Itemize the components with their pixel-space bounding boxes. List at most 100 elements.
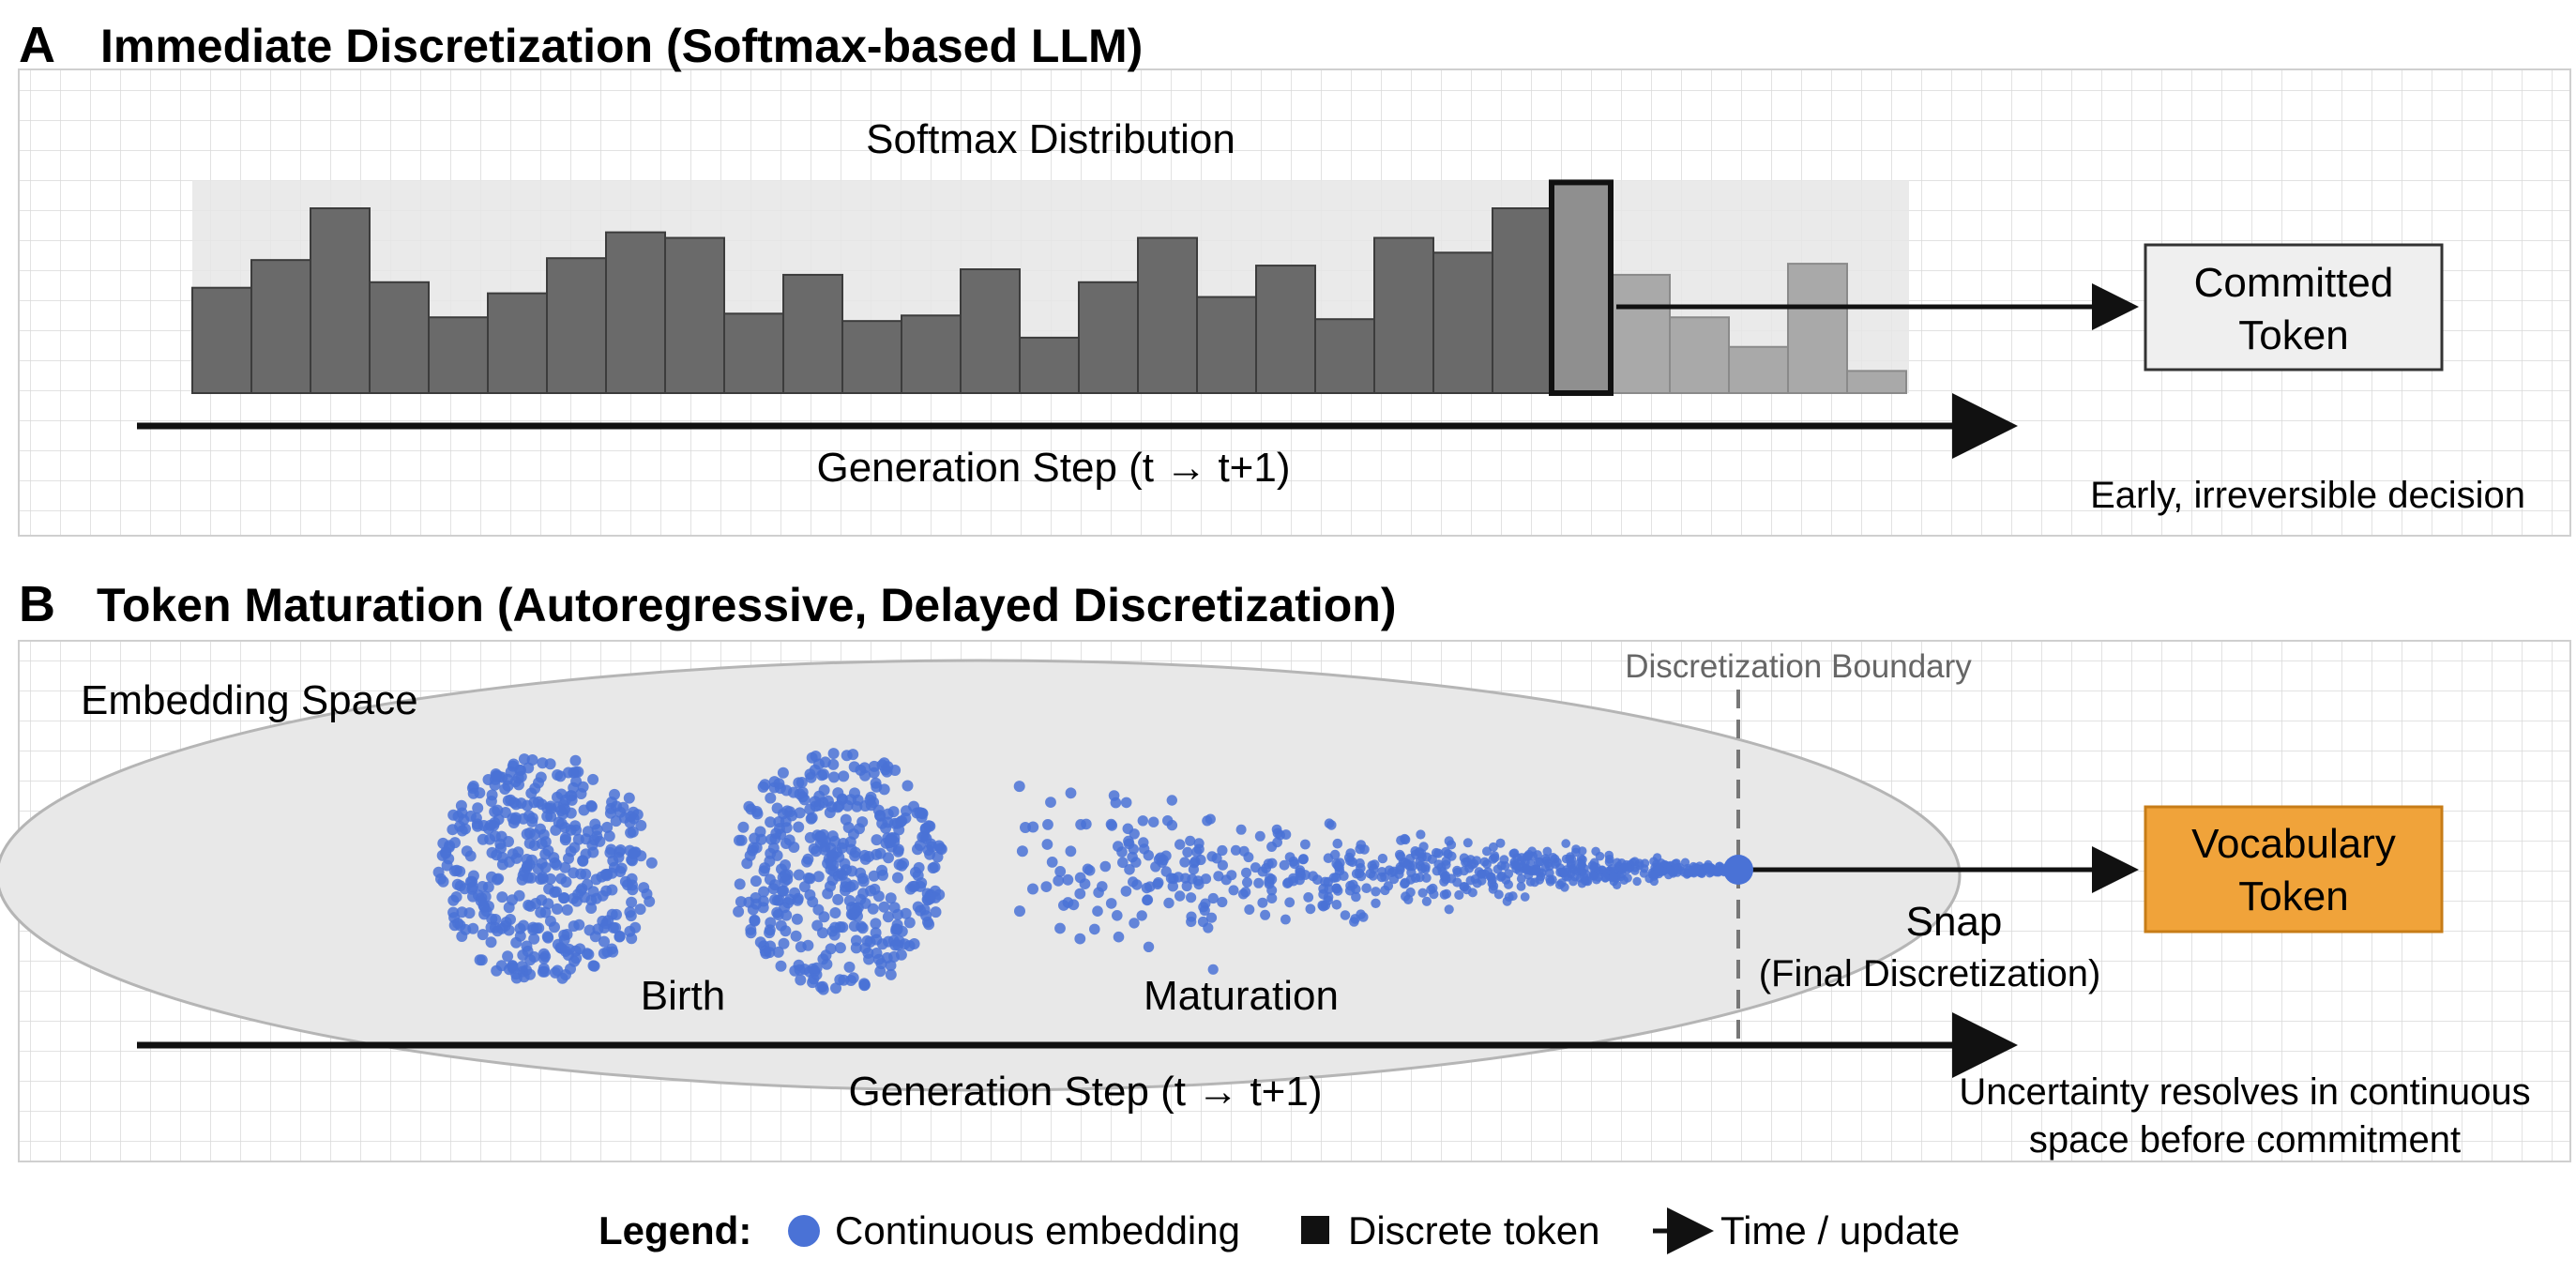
- embedding-dot: [916, 807, 928, 819]
- maturation-label: Maturation: [1144, 973, 1339, 1019]
- embedding-dot: [1339, 871, 1349, 881]
- embedding-dot: [1182, 846, 1193, 858]
- embedding-dot: [1570, 872, 1580, 882]
- embedding-dot: [559, 832, 571, 844]
- panel-b-axis-label: Generation Step (t → t+1): [848, 1069, 1322, 1115]
- embedding-dot: [796, 791, 809, 803]
- embedding-dot: [1260, 909, 1271, 920]
- panel-a-caption: Early, irreversible decision: [2090, 475, 2525, 516]
- embedding-dot: [1186, 892, 1197, 903]
- embedding-dot: [1361, 883, 1371, 893]
- embedding-dot: [1525, 877, 1536, 887]
- embedding-dot: [611, 908, 622, 920]
- embedding-dot: [1230, 844, 1241, 856]
- embedding-dot: [528, 840, 540, 851]
- embedding-dot: [448, 912, 461, 924]
- embedding-dot: [1684, 869, 1693, 878]
- embedding-dot: [1207, 964, 1219, 975]
- embedding-dot: [825, 943, 837, 955]
- embedding-dot: [1571, 847, 1581, 858]
- embedding-dot: [832, 893, 844, 905]
- embedding-dot: [908, 800, 919, 812]
- embedding-dot: [515, 770, 527, 782]
- embedding-dot: [539, 836, 552, 848]
- embedding-dot: [555, 805, 568, 816]
- softmax-bar: [1019, 336, 1080, 394]
- embedding-dot: [1217, 896, 1228, 908]
- snap-sublabel: (Final Discretization): [1759, 953, 2101, 994]
- embedding-dot: [1621, 862, 1631, 872]
- embedding-dot: [583, 924, 596, 936]
- embedding-dot: [485, 796, 497, 807]
- embedding-dot: [779, 875, 791, 888]
- softmax-bar: [723, 312, 784, 395]
- embedding-dot: [733, 905, 745, 918]
- embedding-dot: [1238, 845, 1250, 857]
- embedding-dot: [1417, 848, 1427, 859]
- embedding-dot: [1263, 858, 1274, 870]
- legend-item-continuous-embedding: Continuous embedding: [835, 1208, 1240, 1252]
- softmax-bar: [546, 257, 607, 394]
- embedding-dot: [550, 824, 562, 836]
- embedding-dot: [1228, 885, 1239, 896]
- embedding-dot: [885, 968, 897, 980]
- embedding-dot: [734, 834, 745, 846]
- embedding-dot: [510, 936, 523, 949]
- embedding-dot: [1609, 872, 1618, 881]
- embedding-dot: [1123, 835, 1134, 847]
- embedding-dot: [467, 922, 479, 934]
- embedding-dot: [757, 781, 769, 793]
- softmax-bar: [664, 236, 725, 394]
- embedding-dot: [760, 948, 772, 960]
- embedding-dot: [872, 890, 885, 903]
- embedding-dot: [1508, 891, 1518, 902]
- embedding-dot: [491, 964, 503, 977]
- embedding-dot: [459, 883, 471, 895]
- embedding-dot: [1640, 858, 1650, 868]
- embedding-dot: [569, 754, 582, 767]
- embedding-dot: [759, 862, 771, 874]
- embedding-dot: [777, 767, 789, 779]
- softmax-bar: [369, 281, 430, 394]
- embedding-dot: [1185, 835, 1196, 846]
- embedding-dot: [1469, 858, 1479, 869]
- embedding-dot: [804, 768, 816, 781]
- embedding-dot: [1595, 851, 1605, 861]
- embedding-dot: [1533, 850, 1542, 859]
- embedding-dot: [449, 837, 461, 849]
- embedding-dot: [885, 833, 897, 845]
- embedding-dot: [440, 846, 452, 858]
- embedding-dot: [600, 885, 613, 897]
- embedding-dot: [1065, 845, 1077, 858]
- embedding-dot: [1400, 858, 1410, 868]
- embedding-dot: [833, 851, 845, 863]
- embedding-dot: [1020, 822, 1031, 833]
- embedding-dot: [1058, 900, 1069, 911]
- embedding-dot: [1235, 824, 1247, 835]
- embedding-dot: [1567, 858, 1576, 869]
- embedding-dot: [1105, 898, 1117, 909]
- embedding-dot: [528, 933, 540, 945]
- embedding-dot: [1371, 887, 1381, 897]
- legend-title: Legend:: [599, 1208, 751, 1252]
- embedding-dot: [482, 881, 494, 893]
- softmax-distribution-label: Softmax Distribution: [866, 116, 1235, 162]
- softmax-bar: [841, 320, 902, 395]
- softmax-bar: [1255, 265, 1316, 394]
- committed-token-box: [2144, 243, 2444, 372]
- embedding-dot: [798, 881, 811, 893]
- embedding-dot: [1632, 876, 1642, 887]
- embedding-dot: [1207, 892, 1219, 904]
- embedding-dot: [544, 873, 556, 885]
- embedding-dot: [1217, 859, 1228, 871]
- embedding-dot: [843, 961, 856, 973]
- embedding-dot: [1441, 859, 1451, 870]
- embedding-dot: [1416, 829, 1426, 840]
- embedding-dot: [796, 777, 808, 788]
- embedding-dot: [645, 857, 658, 869]
- embedding-dot: [575, 885, 587, 897]
- softmax-bar: [1196, 296, 1257, 394]
- embedding-dot: [641, 888, 653, 900]
- embedding-dot: [524, 968, 536, 980]
- softmax-bar: [310, 207, 371, 394]
